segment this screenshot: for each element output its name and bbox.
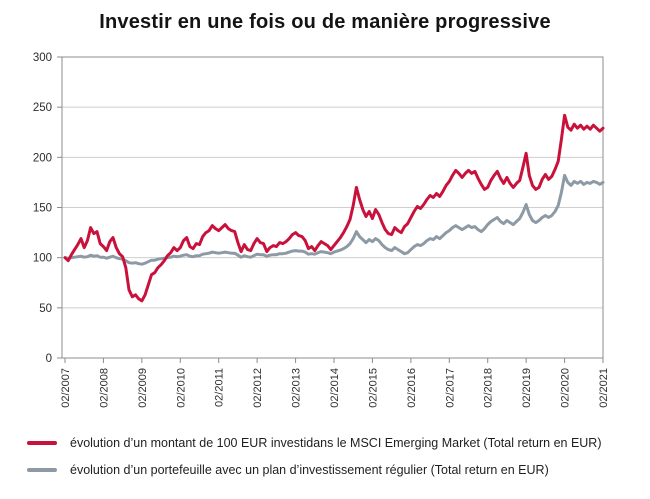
svg-text:50: 50 [39, 303, 52, 315]
svg-text:100: 100 [33, 253, 52, 265]
svg-text:300: 300 [33, 52, 52, 64]
svg-text:02/2015: 02/2015 [367, 368, 379, 408]
series-line-regular-plan [63, 173, 605, 266]
svg-text:02/2016: 02/2016 [406, 368, 418, 408]
svg-text:02/2013: 02/2013 [291, 368, 303, 408]
svg-text:02/2012: 02/2012 [252, 368, 264, 408]
y-axis: 0 50 100 150 200 250 300 [33, 52, 62, 365]
legend-swatch-lump-sum [27, 440, 57, 445]
chart-legend: évolution d’un montant de 100 EUR invest… [27, 429, 637, 483]
series-line-msci-lump-sum [63, 113, 605, 303]
svg-text:02/2021: 02/2021 [598, 368, 610, 408]
svg-text:0: 0 [46, 353, 52, 365]
chart-title: Investir en une fois ou de manière progr… [99, 11, 551, 33]
svg-text:02/2020: 02/2020 [560, 368, 572, 408]
legend-swatch-regular-plan [27, 467, 57, 472]
svg-text:02/2017: 02/2017 [444, 368, 456, 408]
svg-text:02/2008: 02/2008 [98, 368, 110, 408]
svg-text:250: 250 [33, 102, 52, 114]
svg-text:200: 200 [33, 152, 52, 164]
legend-item-lump-sum: évolution d’un montant de 100 EUR invest… [27, 429, 637, 456]
legend-label-regular-plan: évolution d’un portefeuille avec un plan… [70, 462, 549, 477]
svg-text:02/2007: 02/2007 [60, 368, 72, 408]
svg-text:150: 150 [33, 203, 52, 215]
gridlines [62, 106, 603, 309]
legend-label-lump-sum: évolution d’un montant de 100 EUR invest… [70, 435, 602, 450]
svg-text:02/2014: 02/2014 [329, 368, 341, 408]
x-axis: 02/2007 02/2008 02/2009 02/2010 02/2011 02/20… [60, 358, 610, 408]
svg-text:02/2018: 02/2018 [483, 368, 495, 408]
svg-text:02/2011: 02/2011 [214, 368, 226, 407]
svg-text:02/2019: 02/2019 [521, 368, 533, 408]
svg-text:02/2010: 02/2010 [175, 368, 187, 408]
svg-text:02/2009: 02/2009 [137, 368, 149, 408]
legend-item-regular-plan: évolution d’un portefeuille avec un plan… [27, 456, 637, 483]
